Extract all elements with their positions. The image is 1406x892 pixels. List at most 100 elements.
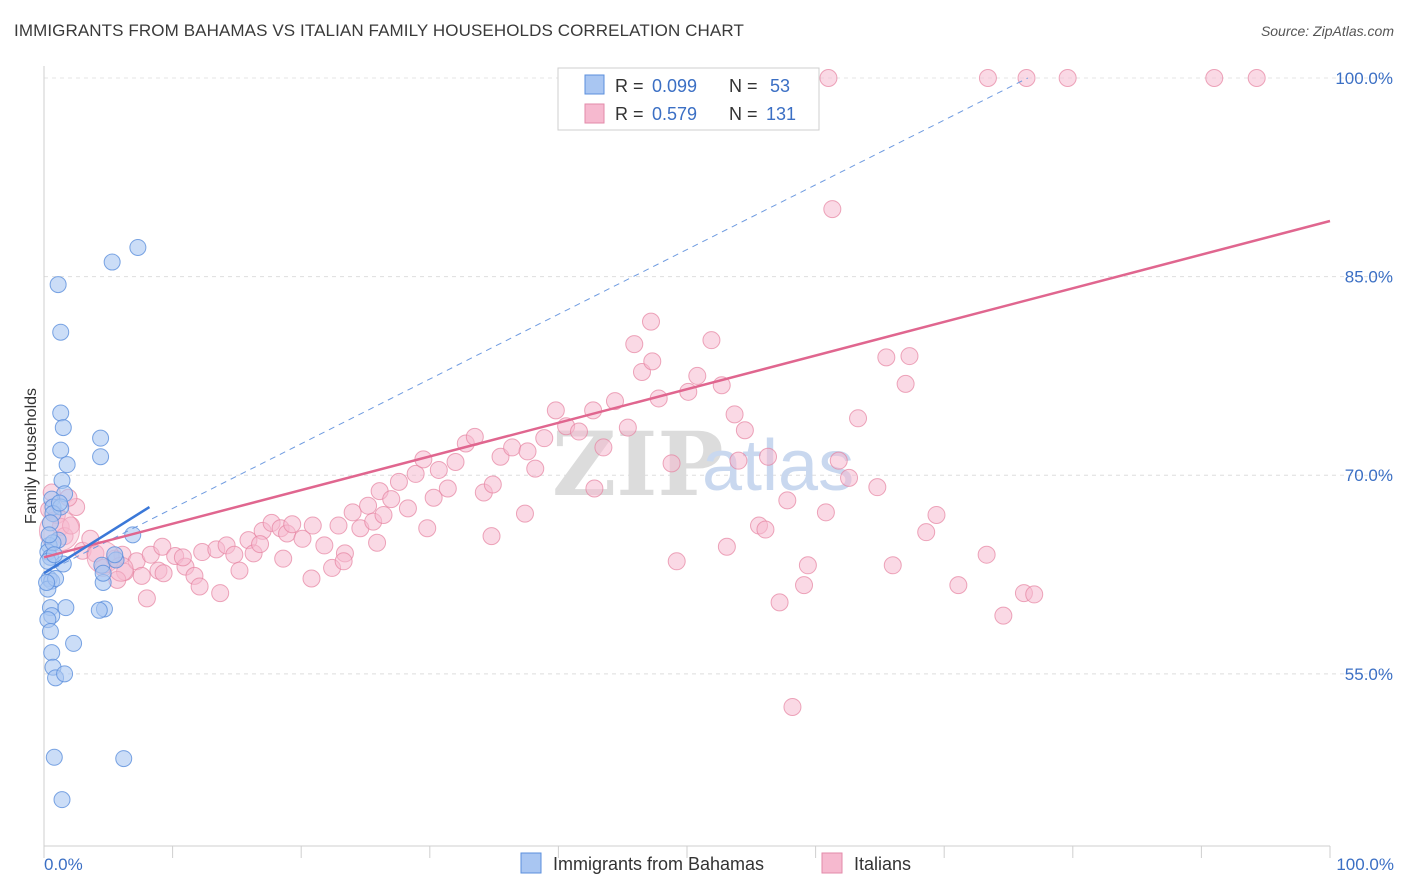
data-point-italians <box>293 529 312 548</box>
data-point-italians <box>368 533 387 552</box>
data-point-bahamas <box>94 564 112 582</box>
data-point-italians <box>594 438 613 457</box>
data-point-italians <box>137 589 156 608</box>
data-point-italians <box>816 503 835 522</box>
legend-n-value-2: 131 <box>766 104 796 124</box>
data-point-italians <box>770 593 789 612</box>
data-point-italians <box>717 537 736 556</box>
bottom-legend-swatch-bahamas <box>520 852 542 874</box>
gridlines <box>44 77 1394 675</box>
data-point-italians <box>406 464 425 483</box>
x-tick-label-min: 0.0% <box>44 855 83 874</box>
reference-line-bahamas <box>43 77 1029 574</box>
watermark-atlas: atlas <box>702 426 854 506</box>
data-point-italians <box>643 352 662 371</box>
y-axis-label: Family Households <box>23 388 40 524</box>
data-point-italians <box>230 561 249 580</box>
data-point-italians <box>154 564 173 583</box>
data-point-bahamas <box>53 791 71 809</box>
data-point-italians <box>429 460 448 479</box>
data-point-italians <box>569 422 588 441</box>
data-point-italians <box>343 503 362 522</box>
trend-lines <box>43 77 1331 575</box>
data-point-italians <box>798 556 817 575</box>
data-point-bahamas <box>40 526 58 544</box>
data-point-bahamas <box>50 494 68 512</box>
data-point-italians <box>618 418 637 437</box>
data-point-italians <box>526 459 545 478</box>
data-point-italians <box>783 697 802 716</box>
data-point-italians <box>382 490 401 509</box>
data-point-italians <box>438 479 457 498</box>
data-point-italians <box>679 382 698 401</box>
data-point-italians <box>303 516 322 535</box>
data-point-italians <box>1025 585 1044 604</box>
data-point-bahamas <box>115 750 133 768</box>
axes <box>43 66 1331 858</box>
data-point-bahamas <box>129 238 147 256</box>
data-point-bahamas <box>54 419 72 437</box>
legend-n-value-1: 53 <box>770 76 790 96</box>
data-point-bahamas <box>38 573 56 591</box>
data-point-italians <box>329 516 348 535</box>
data-point-italians <box>927 505 946 524</box>
data-point-bahamas <box>92 448 110 466</box>
bottom-legend-swatch-italians <box>821 852 843 874</box>
data-point-italians <box>535 429 554 448</box>
data-point-italians <box>1058 69 1077 87</box>
trend-line-bahamas <box>43 505 151 575</box>
y-tick-label: 55.0% <box>1345 665 1393 684</box>
data-point-italians <box>274 549 293 568</box>
data-point-italians <box>398 499 417 518</box>
data-point-italians <box>153 537 172 556</box>
data-point-bahamas <box>45 748 63 766</box>
data-point-italians <box>978 69 997 87</box>
data-point-bahamas <box>58 456 76 474</box>
data-point-italians <box>625 335 644 354</box>
legend-swatch-italians <box>584 103 605 124</box>
data-point-bahamas <box>52 404 70 422</box>
data-point-italians <box>688 366 707 385</box>
data-point-italians <box>725 405 744 424</box>
bottom-legend-label-bahamas: Immigrants from Bahamas <box>553 854 764 874</box>
data-point-italians <box>315 536 334 555</box>
data-point-italians <box>446 453 465 471</box>
data-point-italians <box>662 454 681 473</box>
bottom-legend-label-italians: Italians <box>854 854 911 874</box>
source-label: Source: ZipAtlas.com <box>1260 23 1394 39</box>
data-point-italians <box>994 606 1013 625</box>
legend-r-value-1: 0.099 <box>652 76 697 96</box>
data-point-italians <box>840 468 859 487</box>
legend-r-value-2: 0.579 <box>652 104 697 124</box>
data-point-italians <box>225 545 244 564</box>
data-point-italians <box>483 475 502 494</box>
chart-title: IMMIGRANTS FROM BAHAMAS VS ITALIAN FAMIL… <box>14 21 744 40</box>
data-point-italians <box>1205 69 1224 87</box>
data-point-italians <box>518 442 537 461</box>
data-point-italians <box>503 438 522 457</box>
data-point-italians <box>667 552 686 571</box>
bottom-legend: Immigrants from Bahamas Italians <box>520 852 911 874</box>
data-point-bahamas <box>41 622 59 640</box>
data-point-italians <box>900 347 919 366</box>
data-point-bahamas <box>57 599 75 617</box>
data-point-bahamas <box>56 665 74 683</box>
data-point-italians <box>418 519 437 538</box>
legend-r-label-2: R = <box>615 104 644 124</box>
data-point-italians <box>389 472 408 491</box>
data-point-italians <box>1017 69 1036 87</box>
data-point-italians <box>173 548 192 567</box>
data-point-italians <box>424 488 443 507</box>
data-point-bahamas <box>52 441 70 459</box>
data-point-italians <box>729 451 748 470</box>
data-point-italians <box>702 331 721 350</box>
data-point-italians <box>735 421 754 440</box>
data-point-bahamas <box>103 253 121 271</box>
legend-swatch-bahamas <box>584 74 605 95</box>
data-point-bahamas <box>106 546 124 564</box>
data-point-italians <box>334 552 353 571</box>
data-point-italians <box>302 569 321 588</box>
data-point-italians <box>829 451 848 470</box>
legend-n-label-2: N = <box>729 104 758 124</box>
